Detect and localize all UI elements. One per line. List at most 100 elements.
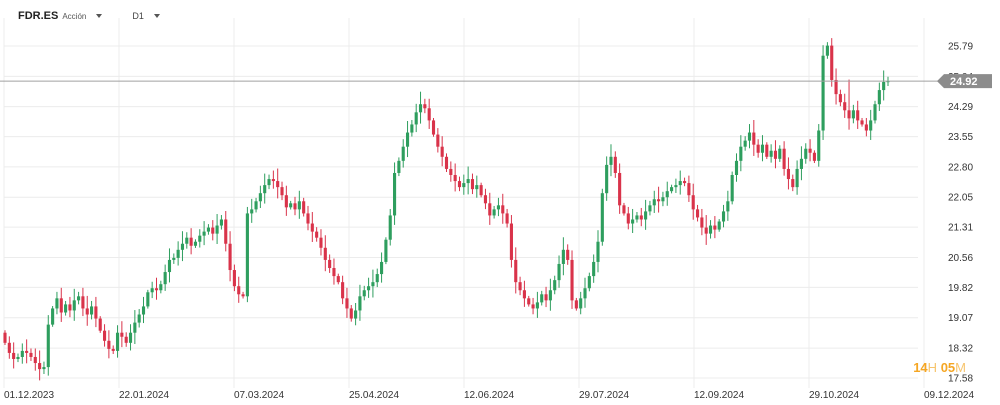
candle-body <box>254 201 258 210</box>
candle-body <box>574 300 578 309</box>
candle-body <box>81 296 85 309</box>
candle-body <box>743 140 747 147</box>
candle-body <box>869 120 873 131</box>
candle-body <box>241 294 245 297</box>
candle-body <box>834 79 838 95</box>
candle-body <box>250 209 254 214</box>
candle-body <box>531 304 535 309</box>
candle-body <box>734 160 739 175</box>
candle-body <box>180 243 185 250</box>
candle-body <box>613 156 617 173</box>
candle-body <box>440 146 444 157</box>
candle-body <box>219 219 223 226</box>
candle-body <box>635 215 639 220</box>
candle-body <box>410 124 414 133</box>
candle-body <box>674 185 678 188</box>
symbol-dropdown-icon[interactable] <box>96 14 103 18</box>
candle-body <box>691 195 695 210</box>
candle-body <box>799 158 803 169</box>
candle-body <box>786 168 791 180</box>
candle-body <box>661 197 665 202</box>
candle-body <box>804 148 808 159</box>
candle-body <box>232 270 236 287</box>
y-tick-label: 22.05 <box>948 193 973 204</box>
candle-body <box>843 102 847 111</box>
candle-body <box>570 259 574 301</box>
candle-body <box>665 191 669 198</box>
candle-body <box>315 231 319 238</box>
candle-body <box>864 124 868 131</box>
candle-body <box>752 132 756 145</box>
candle-body <box>198 235 202 242</box>
candle-body <box>102 330 107 341</box>
candle-body <box>882 81 886 91</box>
candle-body <box>141 306 146 315</box>
candle-body <box>596 241 600 262</box>
candle-body <box>193 241 198 246</box>
candle-body <box>397 160 401 173</box>
candle-body <box>319 237 323 248</box>
timeframe-selector[interactable]: D1 <box>132 11 144 21</box>
candle-body <box>159 284 163 291</box>
candle-body <box>535 302 539 309</box>
candle-body <box>449 168 453 175</box>
candle-body <box>817 130 821 161</box>
candle-body <box>367 286 371 291</box>
candle-body <box>873 104 877 121</box>
candle-body <box>371 282 375 287</box>
candle-body <box>769 150 773 157</box>
candle-body <box>704 227 708 234</box>
candle-body <box>393 172 397 216</box>
candle-body <box>302 201 306 214</box>
candle-body <box>557 263 561 281</box>
candle-body <box>33 356 37 364</box>
candle-body <box>778 148 782 159</box>
candle-body <box>332 268 336 277</box>
candle-body <box>16 356 20 359</box>
candle-body <box>639 215 643 220</box>
candle-body <box>345 298 349 309</box>
x-tick-label: 22.01.2024 <box>119 390 169 401</box>
candle-body <box>708 225 713 234</box>
candle-body <box>55 298 59 309</box>
candle-body <box>354 310 358 319</box>
candle-body <box>765 144 769 157</box>
candle-body <box>851 110 855 119</box>
candle-body <box>592 261 596 277</box>
candle-body <box>453 174 457 182</box>
current-price-label: 24.92 <box>950 76 978 88</box>
symbol-label[interactable]: FDR.ES <box>18 10 59 22</box>
candle-body <box>167 259 172 273</box>
x-tick-label: 25.04.2024 <box>349 390 399 401</box>
candle-body <box>505 213 509 224</box>
candle-body <box>501 205 505 214</box>
candle-body <box>280 187 284 196</box>
candle-body <box>362 290 366 297</box>
candle-body <box>626 213 630 224</box>
timeframe-dropdown-icon[interactable] <box>153 14 160 18</box>
candle-body <box>717 221 721 230</box>
candle-body <box>29 352 33 357</box>
candle-body <box>380 261 384 275</box>
candle-body <box>263 185 267 194</box>
candle-body <box>821 55 825 131</box>
candle-body <box>808 148 812 153</box>
candle-body <box>548 290 552 301</box>
candle-body <box>289 203 293 208</box>
candle-body <box>418 104 423 113</box>
candle-body <box>115 332 120 351</box>
candle-body <box>739 146 743 161</box>
candle-body <box>475 185 479 190</box>
candle-body <box>42 367 46 370</box>
candle-body <box>384 239 388 262</box>
candle-body <box>436 134 440 147</box>
candle-body <box>773 150 778 159</box>
candle-body <box>553 280 557 291</box>
candle-body <box>622 205 626 214</box>
candle-body <box>483 195 488 204</box>
candle-body <box>856 110 860 121</box>
candle-body <box>747 132 752 141</box>
candle-body <box>154 288 159 291</box>
